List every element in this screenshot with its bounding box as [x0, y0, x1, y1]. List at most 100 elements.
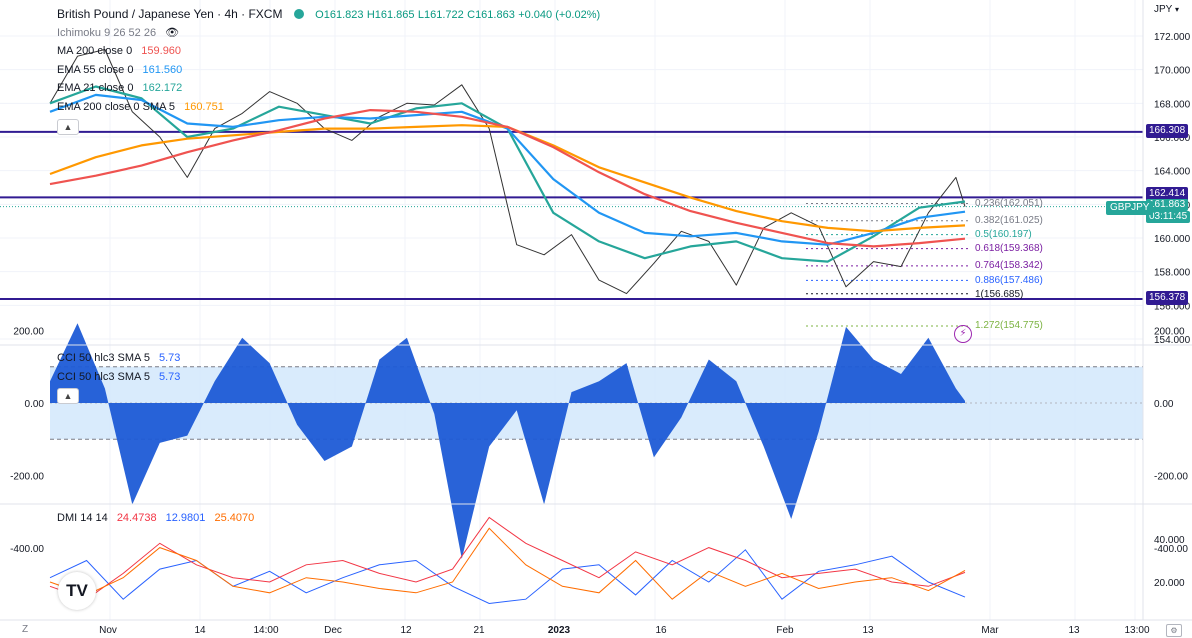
cci-tick-label-right: -200.00	[1154, 472, 1188, 483]
level-tag-support[interactable]: 156.378	[1146, 291, 1189, 305]
chevron-up-icon: ▲	[63, 391, 73, 401]
time-tick-label: 13	[1068, 625, 1080, 636]
dmi-adx-value: 25.4070	[214, 512, 255, 524]
time-tick-label: 13	[862, 625, 874, 636]
ma200-value: 159.960	[141, 45, 182, 57]
cci-value: 5.73	[159, 352, 181, 364]
dmi-label: DMI 14 14	[57, 512, 108, 524]
cci-tick-label-left: 0.00	[25, 399, 45, 410]
lightning-icon[interactable]: ⚡︎	[954, 325, 972, 343]
ohlc-high: H161.865	[366, 9, 415, 21]
time-tick-label: 2023	[548, 625, 571, 636]
legend-cci[interactable]: CCI 50 hlc3 SMA 5 5.73	[57, 352, 186, 364]
ema21-value: 162.172	[142, 82, 183, 94]
time-tick-label: Feb	[776, 625, 794, 636]
fib-label-0382: 0.382(161.025)	[975, 215, 1043, 226]
price-tick-label: 156.000	[1154, 301, 1191, 312]
cci-tick-label-right: 0.00	[1154, 399, 1174, 410]
cci-tick-label-right: -400.00	[1154, 544, 1188, 555]
legend-ema200[interactable]: EMA 200 close 0 SMA 5 160.751	[57, 101, 230, 113]
cci-panel[interactable]	[50, 323, 1143, 559]
level-tag-lower[interactable]: 162.414	[1146, 187, 1189, 201]
symbol-title[interactable]: British Pound / Japanese Yen · 4h · FXCM	[57, 7, 283, 21]
cci-value-2: 5.73	[159, 371, 181, 383]
cci-area[interactable]	[50, 323, 965, 559]
series-line-ma-200-close-0[interactable]	[49, 108, 966, 248]
fib-label-0618: 0.618(159.368)	[975, 243, 1043, 254]
cci-label-2: CCI 50 hlc3 SMA 5	[57, 371, 150, 383]
chevron-up-icon: ▲	[63, 122, 73, 132]
price-tick-label: 170.000	[1154, 66, 1191, 77]
time-tick-label: Mar	[981, 625, 999, 636]
time-tick-label: Dec	[324, 625, 342, 636]
dmi-minus-value: 12.9801	[165, 512, 206, 524]
timezone-z-icon[interactable]: Z	[22, 624, 29, 635]
series-line-price[interactable]	[49, 49, 966, 295]
ema55-value: 161.560	[142, 64, 183, 76]
settings-gear-icon[interactable]: ⚙︎	[1166, 624, 1182, 637]
dmi-plus-value: 24.4738	[116, 512, 157, 524]
time-tick-label: Nov	[99, 625, 117, 636]
countdown-tag: 03:11:45	[1146, 211, 1191, 223]
currency-selector[interactable]: JPY ▾	[1154, 4, 1179, 15]
collapse-legend-button[interactable]: ▲	[57, 119, 79, 135]
collapse-cci-button[interactable]: ▲	[57, 388, 79, 404]
dmi-panel[interactable]	[49, 516, 966, 605]
grid	[0, 0, 1143, 620]
legend-cci-2[interactable]: CCI 50 hlc3 SMA 5 5.73	[57, 371, 186, 383]
price-panel[interactable]	[0, 49, 1143, 327]
symbol-tag[interactable]: GBPJPY	[1106, 201, 1154, 215]
time-tick-label: 14:00	[253, 625, 278, 636]
ohlc-open: O161.823	[315, 9, 364, 21]
current-price-tag[interactable]: 161.863	[1146, 199, 1189, 211]
ohlc-low: L161.722	[417, 9, 464, 21]
price-tick-label: 158.000	[1154, 268, 1191, 279]
chevron-down-icon: ▾	[1174, 5, 1179, 14]
chart-legend-header: British Pound / Japanese Yen · 4h · FXCM…	[57, 7, 600, 21]
fib-label-0764: 0.764(158.342)	[975, 260, 1043, 271]
price-tick-label: 172.000	[1154, 32, 1191, 43]
dmi-line--di[interactable]	[49, 516, 966, 600]
fib-label-0886: 0.886(157.486)	[975, 275, 1043, 286]
fib-label-0236: 0.236(162.051)	[975, 198, 1043, 209]
time-tick-label: 16	[655, 625, 667, 636]
time-tick-label: 12	[400, 625, 412, 636]
legend-ema21[interactable]: EMA 21 close 0 162.172	[57, 82, 188, 94]
legend-ichimoku[interactable]: Ichimoku 9 26 52 26 👁︎	[57, 26, 185, 39]
axis-labels: 172.000170.000168.000166.000164.000162.0…	[10, 32, 1191, 636]
cci-tick-label-left: 200.00	[13, 327, 44, 338]
market-status-dot	[293, 9, 304, 19]
cci-tick-label-left: -200.00	[10, 472, 44, 483]
dmi-line-adx[interactable]	[49, 527, 966, 600]
level-tag-upper[interactable]: 166.308	[1146, 124, 1189, 138]
legend-dmi[interactable]: DMI 14 14 24.4738 12.9801 25.4070	[57, 512, 260, 524]
cci-tick-label-left: -400.00	[10, 544, 44, 555]
price-tick-label: 168.000	[1154, 99, 1191, 110]
price-tick-label: 164.000	[1154, 167, 1191, 178]
series-line-ema-200-close-0-sma-5[interactable]	[49, 124, 966, 233]
legend-ma200[interactable]: MA 200 close 0 159.960	[57, 45, 187, 57]
ema21-label: EMA 21 close 0	[57, 82, 134, 94]
ichimoku-label: Ichimoku 9 26 52 26	[57, 27, 157, 39]
fib-label-05: 0.5(160.197)	[975, 229, 1032, 240]
ma200-label: MA 200 close 0	[57, 45, 133, 57]
dmi-tick-label: 40.000	[1154, 535, 1185, 546]
ema200-value: 160.751	[184, 101, 224, 113]
cci-label: CCI 50 hlc3 SMA 5	[57, 352, 150, 364]
ema200-label: EMA 200 close 0 SMA 5	[57, 101, 176, 113]
currency-label: JPY	[1154, 4, 1173, 15]
fib-label-1272: 1.272(154.775)	[975, 320, 1043, 331]
dmi-tick-label: 20.000	[1154, 578, 1185, 589]
series-line-ema-55-close-0[interactable]	[49, 93, 966, 246]
ohlc-close: C161.863	[467, 9, 515, 21]
ohlc-change: +0.040 (+0.02%)	[518, 9, 601, 21]
price-tick-label: 154.000	[1154, 335, 1191, 346]
legend-ema55[interactable]: EMA 55 close 0 161.560	[57, 64, 188, 76]
horizontal-levels[interactable]	[0, 130, 1143, 300]
time-tick-label: 14	[194, 625, 206, 636]
dmi-line--di[interactable]	[49, 549, 966, 605]
tradingview-logo[interactable]: TV	[58, 572, 96, 610]
eye-off-icon[interactable]: 👁︎	[165, 27, 180, 39]
fib-label-1: 1(156.685)	[975, 289, 1024, 300]
